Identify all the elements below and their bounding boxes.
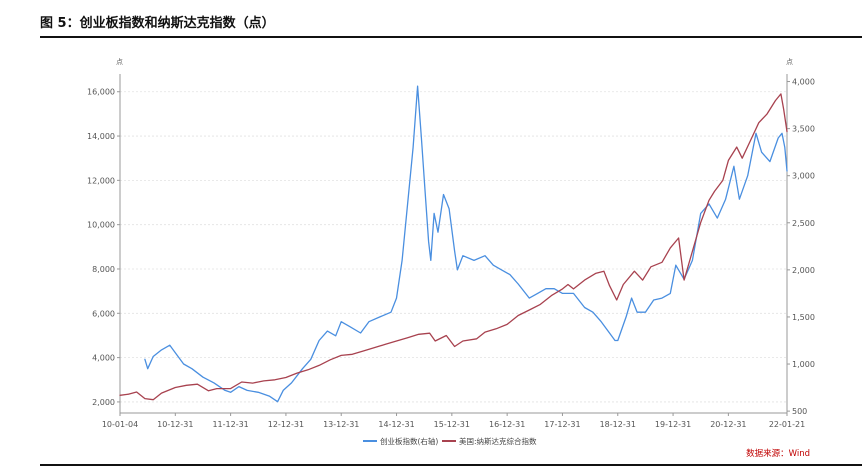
figure-title: 图 5：创业板指数和纳斯达克指数（点） [40, 16, 275, 31]
x-tick-label: 10-12-31 [157, 420, 193, 429]
left-tick-label: 10,000 [87, 221, 115, 230]
x-tick-label: 13-12-31 [323, 420, 359, 429]
right-tick-label: 4,000 [792, 78, 815, 87]
x-tick-label: 20-12-31 [710, 420, 746, 429]
x-tick-label: 14-12-31 [378, 420, 414, 429]
x-tick-label: 19-12-31 [655, 420, 691, 429]
bottom-rule [40, 464, 862, 466]
left-tick-label: 16,000 [87, 88, 115, 97]
left-tick-label: 6,000 [92, 309, 115, 318]
left-tick-label: 8,000 [92, 265, 115, 274]
x-tick-label: 22-01-21 [769, 420, 805, 429]
right-tick-label: 2,000 [792, 266, 815, 275]
right-tick-label: 1,000 [792, 360, 815, 369]
left-tick-label: 14,000 [87, 132, 115, 141]
series-line-nasdaq [119, 93, 788, 401]
right-axis-unit: 点 [786, 58, 793, 66]
right-tick-label: 500 [792, 407, 807, 416]
legend-label-chinext: 创业板指数(右轴) [380, 436, 438, 446]
x-tick-label: 12-12-31 [268, 420, 304, 429]
x-tick-label: 11-12-31 [212, 420, 248, 429]
right-tick-label: 1,500 [792, 313, 815, 322]
legend-label-nasdaq: 美国:纳斯达克综合指数 [459, 436, 537, 446]
series-line-chinext [144, 85, 788, 403]
legend: 创业板指数(右轴) 美国:纳斯达克综合指数 [363, 436, 537, 446]
left-tick-label: 4,000 [92, 354, 115, 363]
right-tick-label: 3,000 [792, 172, 815, 181]
right-tick-label: 3,500 [792, 125, 815, 134]
left-tick-label: 2,000 [92, 398, 115, 407]
right-tick-label: 2,500 [792, 219, 815, 228]
left-tick-label: 12,000 [87, 176, 115, 185]
series-lines [119, 85, 788, 403]
x-tick-label: 15-12-31 [434, 420, 470, 429]
left-axis-unit: 点 [116, 58, 123, 66]
x-tick-label: 16-12-31 [489, 420, 525, 429]
source-note: 数据来源：Wind [746, 448, 810, 459]
x-tick-label: 18-12-31 [600, 420, 636, 429]
tick-labels: 2,000 4,000 6,000 8,000 10,000 12,000 14,000 16… [87, 78, 815, 429]
x-tick-label: 17-12-31 [544, 420, 580, 429]
x-tick-label: 10-01-04 [102, 420, 138, 429]
title-rule [40, 36, 862, 38]
grid-lines [120, 91, 787, 403]
